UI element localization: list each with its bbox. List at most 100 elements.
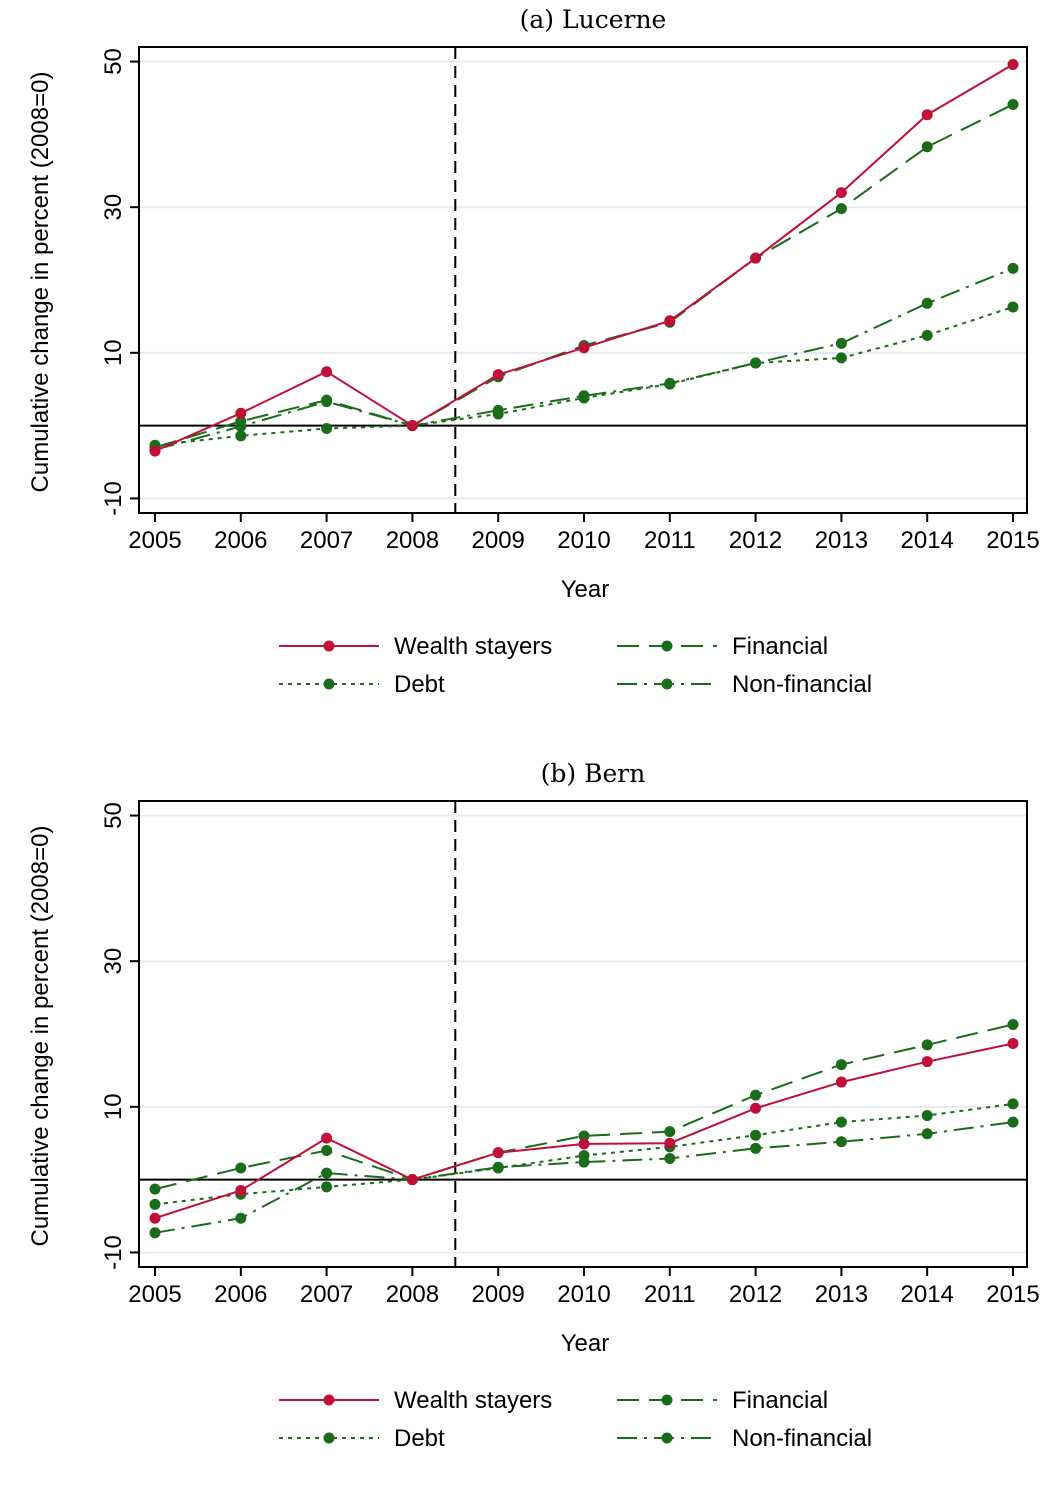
data-point [835, 1116, 847, 1128]
series-line-non-financial [154, 1121, 1014, 1234]
data-point [750, 1089, 762, 1101]
data-point [235, 1212, 247, 1224]
legend-item: Non-financial [617, 671, 872, 698]
y-tick-label: 10 [100, 339, 127, 366]
plot-frame [138, 46, 1028, 514]
x-axis-label: Year [561, 576, 610, 603]
legend-item: Wealth stayers [279, 633, 552, 660]
data-point [578, 1150, 590, 1162]
series-line-debt [154, 305, 1014, 447]
data-point [149, 1212, 161, 1224]
x-tick-label: 2005 [128, 1281, 181, 1308]
x-axis-label: Year [561, 1330, 610, 1357]
chart-title: (a) Lucerne [520, 5, 667, 34]
data-point [1007, 301, 1019, 313]
data-point [492, 1147, 504, 1159]
data-point [921, 1128, 933, 1140]
x-tick-label: 2015 [986, 527, 1039, 554]
data-point [321, 366, 333, 378]
data-point [1007, 262, 1019, 274]
legend-item: Debt [279, 671, 445, 698]
data-point [235, 415, 247, 427]
legend-item: Financial [617, 1387, 828, 1414]
data-point [921, 109, 933, 121]
legend-marker [323, 1432, 335, 1444]
legend-label: Wealth stayers [394, 633, 552, 660]
data-point [235, 1162, 247, 1174]
legend-marker [661, 640, 673, 652]
data-point [835, 1076, 847, 1088]
data-point [664, 378, 676, 390]
x-tick-label: 2009 [472, 527, 525, 554]
data-point [835, 337, 847, 349]
data-point [235, 1185, 247, 1197]
data-point [835, 203, 847, 215]
x-tick-label: 2015 [986, 1281, 1039, 1308]
x-tick-label: 2014 [901, 527, 954, 554]
data-point [664, 1153, 676, 1165]
x-tick-label: 2011 [644, 527, 696, 554]
data-point [1007, 1019, 1019, 1031]
data-point [149, 1183, 161, 1195]
data-point [664, 1126, 676, 1138]
data-point [750, 1129, 762, 1141]
data-point [835, 352, 847, 364]
data-point [578, 1130, 590, 1142]
data-point [149, 1227, 161, 1239]
chart-title: (b) Bern [541, 759, 646, 788]
data-point [921, 1110, 933, 1122]
x-tick-label: 2007 [300, 1281, 353, 1308]
data-point [578, 1138, 590, 1150]
data-point [1007, 58, 1019, 70]
x-tick-label: 2014 [901, 1281, 954, 1308]
legend-marker [661, 1432, 673, 1444]
y-tick-label: 50 [100, 48, 127, 75]
legend-label: Debt [394, 671, 445, 698]
x-tick-label: 2012 [729, 1281, 782, 1308]
legend-label: Financial [732, 1387, 828, 1414]
x-tick-label: 2007 [300, 527, 353, 554]
data-point [750, 1102, 762, 1114]
x-tick-label: 2006 [214, 1281, 267, 1308]
y-tick-label: 50 [100, 802, 127, 829]
data-point [1007, 1037, 1019, 1049]
x-tick-label: 2013 [815, 527, 868, 554]
data-point [835, 187, 847, 199]
plot-frame [138, 800, 1028, 1268]
data-point [921, 329, 933, 341]
legend-marker [323, 640, 335, 652]
data-point [406, 420, 418, 432]
data-point [149, 445, 161, 457]
data-point [149, 1198, 161, 1210]
legend-marker [323, 678, 335, 690]
data-point [578, 392, 590, 404]
legend-marker [323, 1394, 335, 1406]
data-point [492, 408, 504, 420]
x-tick-label: 2008 [386, 527, 439, 554]
data-point [578, 342, 590, 354]
data-point [321, 1181, 333, 1193]
legend-label: Financial [732, 633, 828, 660]
data-point [492, 1162, 504, 1174]
data-point [835, 1136, 847, 1148]
legend-label: Non-financial [732, 1425, 872, 1452]
series-line-non-financial [154, 267, 1014, 451]
data-point [921, 1039, 933, 1051]
data-point [664, 1137, 676, 1149]
y-axis-label: Cumulative change in percent (2008=0) [27, 72, 54, 493]
legend-label: Non-financial [732, 671, 872, 698]
x-tick-label: 2010 [557, 1281, 610, 1308]
chart-panel-lucerne: (a) Lucerne -10 10 30 50 2005 2006 2007 2008 2009… [0, 0, 1044, 740]
data-point [321, 1167, 333, 1179]
x-tick-label: 2009 [472, 1281, 525, 1308]
legend-item: Wealth stayers [279, 1387, 552, 1414]
y-tick-label: 30 [100, 194, 127, 221]
data-point [235, 430, 247, 442]
data-point [321, 1145, 333, 1156]
data-point [492, 369, 504, 381]
data-point [750, 357, 762, 369]
data-point [1007, 1116, 1019, 1128]
data-point [1007, 99, 1019, 111]
x-tick-label: 2006 [214, 527, 267, 554]
legend-label: Wealth stayers [394, 1387, 552, 1414]
